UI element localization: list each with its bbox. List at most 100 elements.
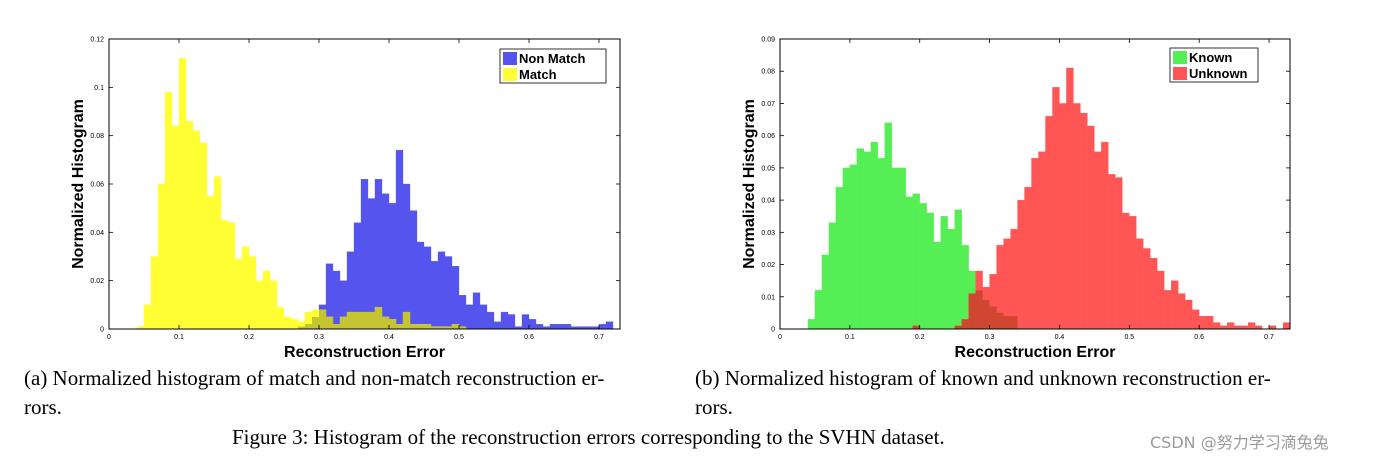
histogram-bar xyxy=(213,176,222,330)
histogram-bar xyxy=(1066,67,1074,330)
histogram-bar xyxy=(290,319,299,330)
x-tick-label: 0 xyxy=(778,334,782,341)
series-non-match xyxy=(297,150,614,330)
y-tick-label: 0 xyxy=(100,327,104,334)
legend-label: Known xyxy=(1189,50,1232,65)
y-tick-label: 0.07 xyxy=(761,101,775,108)
histogram-bar xyxy=(905,196,913,330)
subfigure-a-caption: (a) Normalized histogram of match and no… xyxy=(24,364,604,422)
histogram-bar xyxy=(199,142,208,330)
histogram-bar xyxy=(807,319,816,330)
y-tick-label: 0.06 xyxy=(761,133,775,140)
histogram-bar xyxy=(1017,199,1025,330)
overlap-bar xyxy=(445,326,452,329)
histogram-bar xyxy=(388,203,397,330)
histogram-bar xyxy=(1094,151,1102,330)
overlap-bars xyxy=(912,290,1018,329)
histogram-bar xyxy=(1129,216,1137,330)
x-tick-label: 0.2 xyxy=(244,334,254,341)
histogram-bar xyxy=(367,198,376,330)
histogram-bar xyxy=(1171,280,1179,330)
histogram-bar xyxy=(870,141,878,330)
histogram-bar xyxy=(402,183,411,330)
histogram-bar xyxy=(1178,293,1186,330)
histogram-bar xyxy=(849,164,857,330)
histogram-bar xyxy=(1073,103,1081,330)
histogram-bar xyxy=(451,266,460,330)
overlap-bar xyxy=(424,324,431,329)
histogram-bar xyxy=(1115,177,1123,330)
histogram-bar xyxy=(814,290,823,330)
histogram-bar xyxy=(961,245,969,330)
histogram-bar xyxy=(500,311,509,330)
histogram-bar xyxy=(437,251,446,330)
histogram-bar xyxy=(1080,112,1088,330)
overlap-bar xyxy=(989,306,997,329)
histogram-bar xyxy=(1206,315,1214,330)
histogram-bar xyxy=(521,314,530,330)
overlap-bar xyxy=(459,326,466,329)
overlap-bar xyxy=(389,319,396,329)
histogram-bar xyxy=(828,222,837,330)
overlap-bar xyxy=(975,290,983,329)
x-tick-label: 0.7 xyxy=(1264,334,1274,341)
subfigure-a-caption-line1: (a) Normalized histogram of match and no… xyxy=(24,366,605,390)
overlap-bar xyxy=(996,312,1004,329)
overlap-bar xyxy=(452,324,459,329)
overlap-bar xyxy=(954,325,962,329)
histogram-bar xyxy=(842,167,851,330)
y-tick-label: 0.02 xyxy=(90,278,104,285)
histogram-bar xyxy=(1122,212,1130,330)
histogram-bar xyxy=(891,167,899,330)
histogram-bar xyxy=(1052,87,1060,330)
x-tick-label: 0.1 xyxy=(845,334,855,341)
x-tick-label: 0 xyxy=(107,334,111,341)
histogram-bar xyxy=(409,210,418,330)
subfigure-a-caption-line2: rors. xyxy=(24,395,62,419)
histogram-bar xyxy=(528,319,537,330)
legend-box xyxy=(499,48,607,84)
histogram-bar xyxy=(1101,141,1109,330)
x-tick-label: 0.5 xyxy=(1124,334,1134,341)
x-tick-label: 0.4 xyxy=(1055,334,1065,341)
histogram-bar xyxy=(933,241,941,330)
histogram-bar xyxy=(332,270,341,330)
y-tick-label: 0.04 xyxy=(761,198,775,205)
overlap-bar xyxy=(961,319,969,329)
histogram-bar xyxy=(171,125,180,330)
histogram-bar xyxy=(472,292,481,330)
histogram-bar xyxy=(947,228,955,330)
histogram-bar xyxy=(821,254,830,330)
y-tick-label: 0.12 xyxy=(90,37,104,44)
overlap-bar xyxy=(438,326,445,329)
histogram-bar xyxy=(164,92,173,330)
histogram-bar xyxy=(381,193,390,330)
figure-caption: Figure 3: Histogram of the reconstructio… xyxy=(232,425,945,449)
overlap-bar xyxy=(333,324,340,329)
overlap-bar xyxy=(354,312,361,329)
histogram-bar xyxy=(479,304,488,330)
histogram-chart-match-nonmatch: 0 0.1 0.2 0.3 0.4 0.5 0.6 0.7 0 0.02 0.04 0.06 0.08 0… xyxy=(70,37,621,361)
histogram-bar xyxy=(1199,315,1207,330)
overlap-bar xyxy=(319,309,326,329)
x-tick-label: 0.3 xyxy=(314,334,324,341)
overlap-bar xyxy=(298,326,305,329)
histogram-bar xyxy=(1185,299,1193,330)
overlap-bar xyxy=(347,312,354,329)
y-tick-label: 0 xyxy=(771,327,775,334)
y-tick-label: 0.08 xyxy=(90,133,104,140)
histogram-bar xyxy=(283,316,292,330)
histogram-bar xyxy=(1108,174,1116,330)
axes-frame xyxy=(779,38,1291,330)
histogram-bar xyxy=(1157,270,1165,330)
histogram-bar xyxy=(206,195,215,330)
histogram-bar xyxy=(835,187,844,330)
histogram-bar xyxy=(1045,116,1053,330)
y-tick-label: 0.09 xyxy=(761,37,775,44)
histogram-bar xyxy=(276,307,285,330)
legend-label: Unknown xyxy=(1189,66,1248,81)
histogram-bar xyxy=(192,130,201,330)
histogram-bar xyxy=(185,121,194,330)
x-tick-label: 0.7 xyxy=(594,334,604,341)
